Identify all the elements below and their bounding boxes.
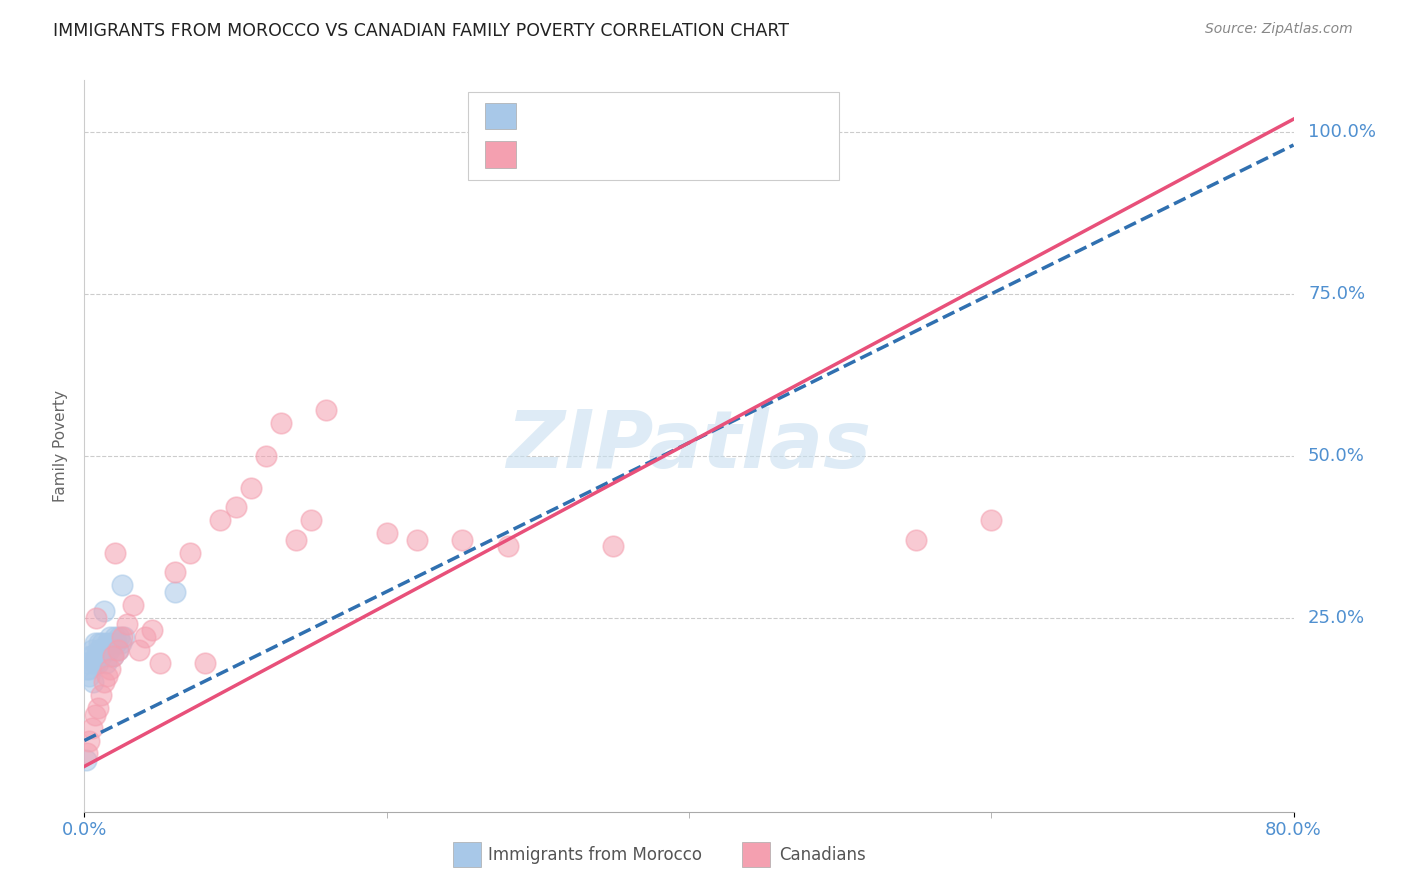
Text: Source: ZipAtlas.com: Source: ZipAtlas.com [1205, 22, 1353, 37]
Point [112, 630, 135, 644]
Text: R =: R = [527, 106, 568, 126]
Point [87, 656, 110, 670]
Point [406, 533, 429, 547]
Point [107, 643, 129, 657]
Point [121, 598, 143, 612]
Text: 25.0%: 25.0% [1308, 608, 1365, 626]
Point [80, 721, 103, 735]
Point [80, 649, 103, 664]
Point [107, 643, 129, 657]
Point [96, 636, 118, 650]
Point [225, 500, 247, 515]
Text: Canadians: Canadians [779, 846, 866, 863]
Point [128, 643, 150, 657]
Point [96, 669, 118, 683]
Point [980, 513, 1002, 527]
Text: 38: 38 [668, 145, 695, 164]
Point [141, 624, 163, 638]
Text: 0.712: 0.712 [567, 145, 626, 164]
Point [451, 533, 474, 547]
Point [496, 539, 519, 553]
Point [76, 662, 98, 676]
Point [111, 578, 134, 592]
Point [270, 417, 292, 431]
Point [77, 662, 100, 676]
Point [239, 481, 262, 495]
Point [315, 403, 337, 417]
Point [80, 643, 103, 657]
Text: 75.0%: 75.0% [1308, 285, 1365, 303]
Point [98, 662, 121, 676]
Point [165, 584, 187, 599]
Point [104, 546, 127, 560]
Point [91, 636, 114, 650]
Point [375, 526, 398, 541]
Text: 0.595: 0.595 [567, 106, 626, 126]
Point [111, 630, 134, 644]
Point [209, 513, 232, 527]
Point [100, 636, 122, 650]
Point [105, 636, 128, 650]
Point [89, 636, 111, 650]
Point [98, 630, 121, 644]
Point [904, 533, 927, 547]
Point [285, 533, 308, 547]
Point [90, 688, 112, 702]
Point [94, 656, 117, 670]
Point [75, 656, 97, 670]
Point [87, 701, 110, 715]
Point [101, 649, 124, 664]
Text: N =: N = [628, 106, 671, 126]
Text: IMMIGRANTS FROM MOROCCO VS CANADIAN FAMILY POVERTY CORRELATION CHART: IMMIGRANTS FROM MOROCCO VS CANADIAN FAMI… [53, 22, 789, 40]
Point [149, 656, 172, 670]
Point [84, 707, 107, 722]
Y-axis label: Family Poverty: Family Poverty [53, 390, 69, 502]
Point [89, 643, 111, 657]
Point [165, 566, 187, 580]
Point [115, 617, 138, 632]
Point [299, 513, 322, 527]
Text: N =: N = [628, 145, 671, 164]
Point [93, 604, 115, 618]
Text: R =: R = [527, 145, 568, 164]
Point [82, 675, 104, 690]
Point [108, 630, 131, 644]
Point [76, 747, 98, 761]
Point [134, 630, 156, 644]
Point [110, 636, 132, 650]
Point [104, 630, 127, 644]
Text: 50.0%: 50.0% [1308, 447, 1365, 465]
Text: ZIPatlas: ZIPatlas [506, 407, 872, 485]
Point [254, 449, 277, 463]
Point [101, 649, 124, 664]
Point [90, 649, 112, 664]
Point [194, 656, 217, 670]
Point [75, 753, 97, 767]
Point [93, 643, 115, 657]
Point [602, 539, 624, 553]
Text: 100.0%: 100.0% [1308, 123, 1376, 141]
Point [84, 636, 107, 650]
Point [86, 610, 108, 624]
Text: Immigrants from Morocco: Immigrants from Morocco [488, 846, 702, 863]
Point [77, 669, 100, 683]
Point [86, 649, 108, 664]
Point [79, 649, 101, 664]
Text: 33: 33 [668, 106, 695, 126]
Point [97, 643, 120, 657]
Point [93, 675, 115, 690]
Point [179, 546, 201, 560]
Point [77, 733, 100, 747]
Point [84, 656, 107, 670]
